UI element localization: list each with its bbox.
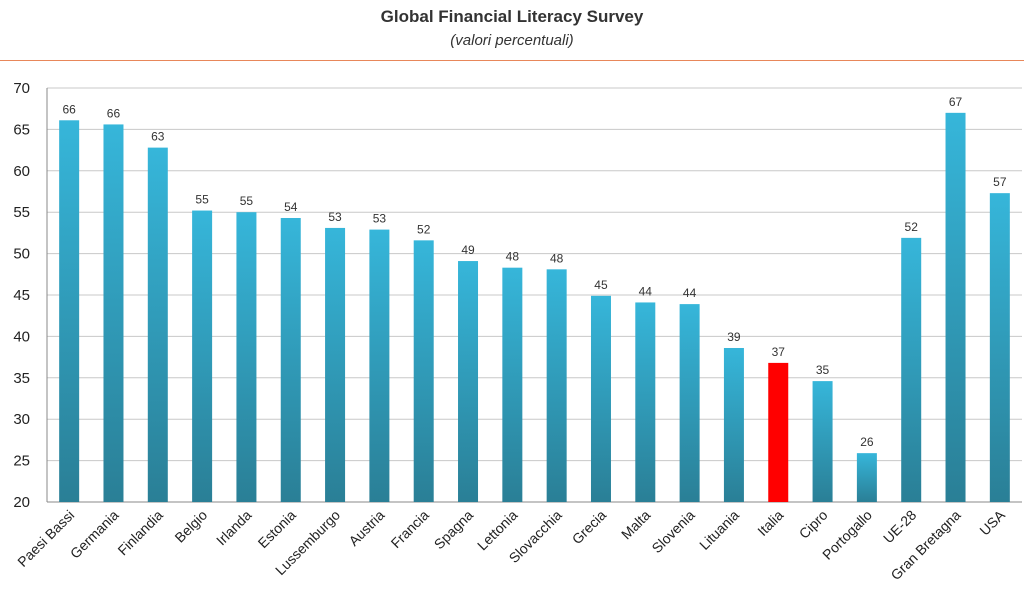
x-tick-label: USA [976, 506, 1008, 538]
y-tick-label: 50 [13, 246, 30, 263]
y-tick-label: 60 [13, 163, 30, 180]
data-label: 37 [772, 345, 786, 359]
y-tick-label: 55 [13, 204, 30, 221]
bar [856, 453, 877, 502]
x-tick-label: UE-28 [880, 507, 920, 547]
x-tick-label: Irlanda [213, 507, 255, 549]
x-tick-label: Austria [345, 507, 387, 549]
x-tick-label: Grecia [569, 507, 610, 548]
data-label: 53 [328, 210, 342, 224]
y-tick-label: 35 [13, 370, 30, 387]
x-tick-label: Paesi Bassi [14, 507, 77, 570]
bar [546, 269, 567, 502]
x-tick-label: Francia [387, 507, 431, 551]
y-tick-label: 40 [13, 328, 30, 345]
x-tick-label: Cipro [796, 507, 831, 542]
data-label: 49 [461, 243, 475, 257]
data-label: 44 [639, 284, 653, 298]
title-divider [0, 60, 1024, 61]
bar [590, 295, 611, 502]
bar [458, 261, 479, 502]
y-tick-label: 45 [13, 287, 30, 304]
data-label: 55 [195, 193, 209, 207]
y-tick-label: 70 [13, 80, 30, 97]
bar [723, 347, 744, 502]
bar [59, 120, 80, 503]
data-label: 54 [284, 200, 298, 214]
bar [103, 124, 124, 502]
x-tick-label: Estonia [255, 507, 299, 551]
y-tick-label: 30 [13, 411, 30, 428]
bar [369, 229, 390, 502]
data-label: 48 [550, 251, 564, 265]
bar [413, 240, 434, 503]
data-label: 52 [905, 220, 919, 234]
y-tick-label: 65 [13, 121, 30, 138]
data-label: 57 [993, 175, 1007, 189]
data-label: 66 [62, 102, 76, 116]
y-tick-label: 25 [13, 453, 30, 470]
bar [812, 381, 833, 502]
bar [280, 217, 301, 502]
data-label: 67 [949, 95, 963, 109]
data-label: 45 [594, 278, 608, 292]
data-label: 53 [373, 212, 387, 226]
data-label: 39 [727, 330, 741, 344]
x-tick-label: Italia [754, 507, 786, 539]
x-tick-label: Finlandia [114, 507, 166, 559]
bar [147, 147, 168, 502]
data-label: 44 [683, 286, 697, 300]
bar [236, 212, 257, 502]
x-tick-label: Malta [618, 507, 654, 543]
data-label: 55 [240, 194, 254, 208]
bar [679, 304, 700, 502]
bar [502, 267, 523, 502]
x-tick-label: Germania [67, 507, 122, 562]
bar [635, 302, 656, 502]
bar [989, 193, 1010, 502]
data-label: 35 [816, 363, 830, 377]
data-label: 48 [506, 250, 520, 264]
chart-title: Global Financial Literacy Survey [380, 7, 644, 26]
y-tick-label: 20 [13, 494, 30, 511]
x-tick-label: Slovenia [648, 507, 697, 556]
bar [901, 237, 922, 503]
data-label: 63 [151, 130, 165, 144]
bar [325, 227, 346, 502]
bar [768, 362, 789, 502]
data-label: 66 [107, 106, 121, 120]
data-label: 52 [417, 222, 431, 236]
bar [945, 112, 966, 502]
x-tick-label: Belgio [171, 507, 210, 546]
bar [192, 210, 213, 502]
data-label: 26 [860, 435, 874, 449]
chart-subtitle: (valori percentuali) [450, 32, 574, 49]
x-tick-label: Spagna [431, 507, 477, 553]
x-tick-label: Lituania [696, 507, 742, 553]
